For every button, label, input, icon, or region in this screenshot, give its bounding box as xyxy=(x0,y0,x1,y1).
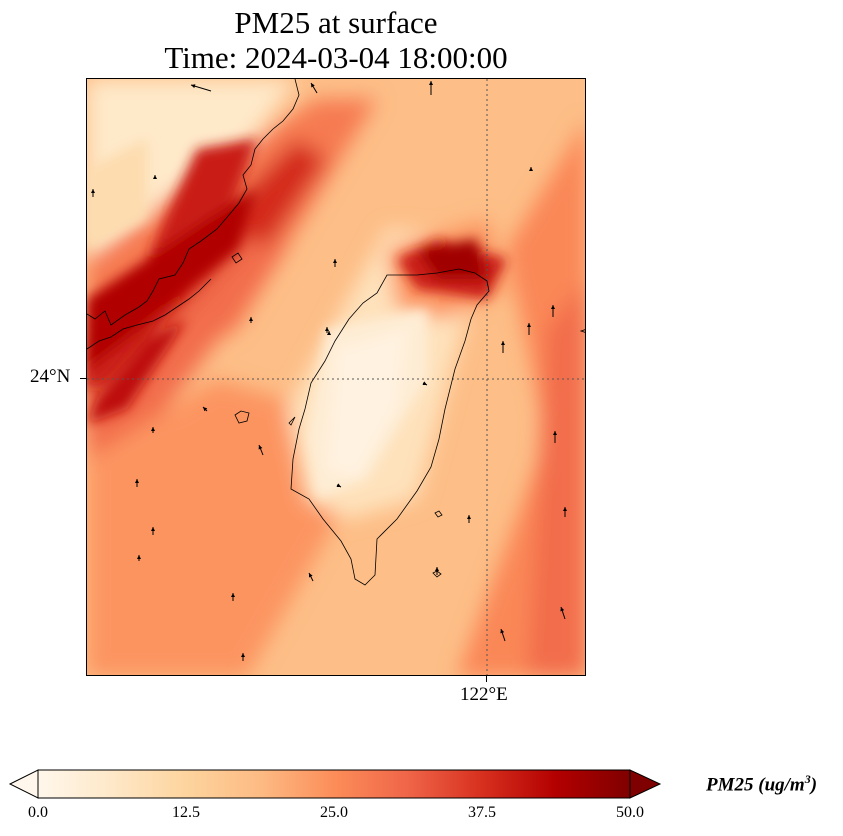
wind-arrow xyxy=(325,327,329,333)
wind-arrow xyxy=(529,167,533,171)
china-coastline-inner xyxy=(87,278,212,350)
concentration-hotspot xyxy=(87,319,187,424)
lon-tick xyxy=(486,676,487,682)
wind-arrow xyxy=(500,628,506,642)
colorbar-tick-label: 0.0 xyxy=(28,804,48,821)
wind-arrow xyxy=(241,653,245,661)
colorbar-label-text: PM25 (ug/m xyxy=(706,774,805,796)
wind-arrow xyxy=(336,483,342,488)
map-canvas xyxy=(87,79,585,675)
coast-island-1 xyxy=(234,410,250,424)
latitude-label: 24°N xyxy=(30,366,71,387)
wind-arrow xyxy=(429,81,433,95)
wind-arrow xyxy=(333,259,337,267)
plot-title-line-1: PM25 at surface xyxy=(234,5,438,40)
wind-arrow xyxy=(435,567,439,575)
taiwan-coastline xyxy=(290,268,490,586)
colorbar-gradient xyxy=(37,769,631,799)
wind-arrow xyxy=(527,323,531,335)
longitude-label: 122°E xyxy=(460,684,508,705)
wind-vectors xyxy=(91,81,567,661)
wind-arrow xyxy=(202,406,208,412)
wind-arrow xyxy=(310,82,318,94)
map-panel xyxy=(86,78,586,676)
colorbar-tick-label: 37.5 xyxy=(468,804,496,821)
wind-arrow xyxy=(560,606,566,620)
coastlines xyxy=(87,79,585,586)
gridlines xyxy=(87,79,585,675)
colorbar-tick-label: 50.0 xyxy=(616,804,644,821)
coast-island-6 xyxy=(579,329,585,333)
wind-arrow xyxy=(151,427,155,433)
coast-island-5 xyxy=(288,416,296,426)
concentration-region xyxy=(527,281,585,675)
wind-arrow xyxy=(258,444,264,456)
wind-arrow xyxy=(308,572,314,582)
pm25-field xyxy=(87,79,585,675)
wind-arrow xyxy=(553,431,557,443)
colorbar-tick-label: 25.0 xyxy=(320,804,348,821)
concentration-hotspot xyxy=(87,139,147,249)
wind-arrow xyxy=(467,515,471,523)
colorbar-tick-label: 12.5 xyxy=(172,804,200,821)
concentration-hotspot xyxy=(327,329,407,479)
wind-arrow xyxy=(153,175,157,179)
wind-arrow xyxy=(563,507,567,517)
concentration-region xyxy=(87,239,287,479)
colorbar xyxy=(8,769,662,799)
colorbar-extend-low xyxy=(8,769,39,799)
wind-arrow xyxy=(151,527,155,535)
concentration-hotspot xyxy=(87,189,257,369)
coast-island-4 xyxy=(231,252,243,264)
lat-tick xyxy=(80,378,86,379)
coast-island-2 xyxy=(434,510,443,518)
wind-arrow xyxy=(249,317,253,323)
wind-arrow xyxy=(422,381,428,386)
colorbar-label-close: ) xyxy=(810,774,818,796)
wind-arrow xyxy=(137,555,141,561)
wind-arrow xyxy=(91,189,95,197)
china-coastline xyxy=(87,79,300,326)
colorbar-extend-high xyxy=(629,769,662,799)
colorbar-label-exponent: 3 xyxy=(804,772,811,786)
wind-arrow xyxy=(327,331,331,335)
coast-island-3 xyxy=(432,570,442,578)
colorbar-label: PM25 (ug/m3) xyxy=(706,772,817,796)
wind-arrow xyxy=(190,84,212,92)
wind-arrow xyxy=(501,341,505,353)
wind-arrow xyxy=(231,593,235,601)
concentration-hotspot xyxy=(417,239,487,279)
wind-arrow xyxy=(135,479,139,487)
concentration-region xyxy=(87,379,337,675)
wind-arrow xyxy=(551,305,555,317)
plot-title-line-2: Time: 2024-03-04 18:00:00 xyxy=(164,40,508,75)
